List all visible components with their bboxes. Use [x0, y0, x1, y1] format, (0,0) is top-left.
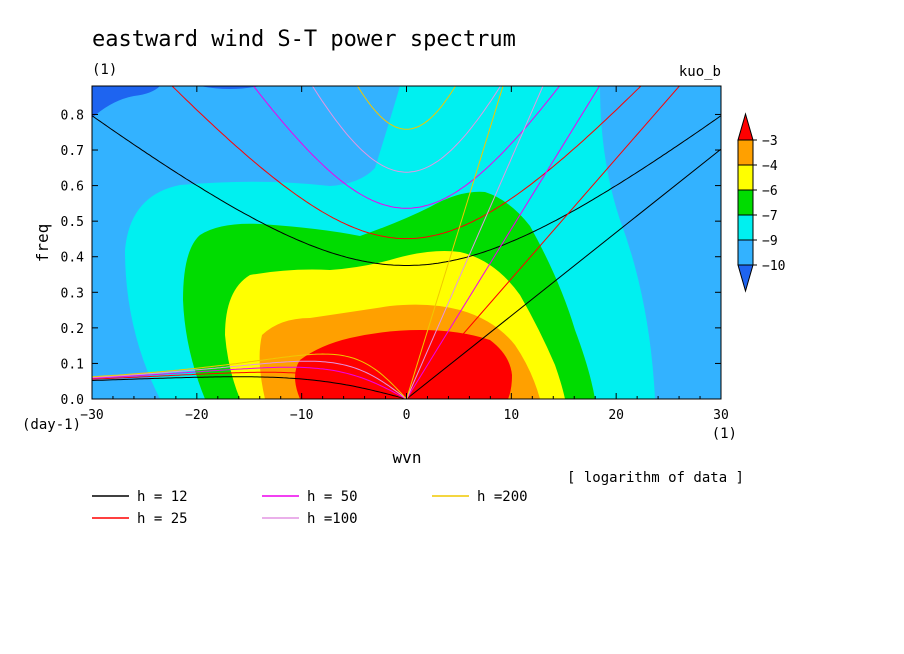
y-tick-label: 0.6: [61, 180, 84, 195]
curve-h50-ig: [252, 86, 561, 209]
y-tick-label: 0.3: [61, 286, 84, 301]
x-tick-label: 0: [403, 408, 411, 423]
chart-title: eastward wind S-T power spectrum: [92, 27, 516, 52]
colorbar-label: −3: [762, 134, 778, 149]
contour-band-8: [295, 330, 512, 399]
colorbar-swatch: [737, 139, 754, 166]
curve-h25-kelvin: [406, 86, 681, 399]
colorbar-swatch: [737, 214, 754, 241]
curve-h12-kelvin: [406, 148, 721, 399]
colorbar-swatch: [737, 164, 754, 191]
legend-label: h = 50: [307, 489, 358, 505]
colorbar-label: −9: [762, 234, 778, 249]
curve-h25-ig: [171, 86, 642, 240]
colorbar-bottom-arrow: [737, 264, 754, 293]
colorbar: −10 −9 −7 −6 −4 −3: [737, 112, 785, 293]
colorbar-label: −4: [762, 159, 778, 174]
y-tick-label: 0.8: [61, 108, 84, 123]
colorbar-swatch: [737, 239, 754, 266]
curve-h25-rossby: [92, 371, 407, 399]
legend-label: h =200: [477, 489, 528, 505]
x-tick-label: −10: [290, 408, 313, 423]
x-tick-label: 10: [504, 408, 520, 423]
y-tick-label: 0.7: [61, 144, 84, 159]
colorbar-top-arrow: [737, 112, 754, 141]
y-tick-label: 0.4: [61, 251, 85, 266]
contour-fill: [92, 86, 721, 399]
legend-label: h =100: [307, 511, 358, 527]
x-tick-label: −30: [80, 408, 103, 423]
contour-band-3: [200, 86, 260, 89]
y-tick-label: 0.5: [61, 215, 84, 230]
curve-h200-rossby: [92, 353, 407, 399]
y-tick-label: 0.0: [61, 393, 84, 408]
colorbar-label: −6: [762, 184, 778, 199]
curve-h12-ig: [92, 115, 721, 266]
plot-area: [92, 86, 721, 399]
legend-label: h = 25: [137, 511, 188, 527]
y-tick-label: 0.2: [61, 322, 84, 337]
y-unit-label: (day-1): [22, 417, 81, 433]
chart-subtitle-right: kuo_b: [679, 64, 721, 80]
x-tick-label: 30: [713, 408, 729, 423]
colorbar-label: −7: [762, 209, 778, 224]
contour-band-2: [92, 86, 160, 118]
x-axis: −30 −20 −10 0 10 20 30: [80, 86, 729, 423]
curve-h100-ig: [311, 86, 502, 173]
colorbar-swatch: [737, 189, 754, 216]
x-tick-label: −20: [185, 408, 208, 423]
curve-h50-rossby: [92, 366, 407, 399]
legend: h = 12 h = 25 h = 50 h =100 h =200: [92, 489, 528, 527]
x-axis-label: wvn: [393, 448, 422, 467]
curve-h12-rossby: [92, 376, 407, 399]
colorbar-label: −10: [762, 259, 785, 274]
x-tick-label: 20: [608, 408, 624, 423]
legend-label: h = 12: [137, 489, 188, 505]
curve-h100-rossby: [92, 360, 407, 399]
curve-h200-ig: [356, 86, 457, 130]
y-tick-label: 0.1: [61, 357, 84, 372]
x-unit-label: (1): [712, 426, 737, 442]
data-note: [ logarithm of data ]: [567, 470, 744, 486]
y-axis-label: freq: [33, 224, 52, 263]
curve-h100-kelvin: [406, 86, 544, 399]
y-axis: 0.0 0.1 0.2 0.3 0.4 0.5 0.6 0.7 0.8: [61, 108, 721, 408]
dispersion-curves: [92, 86, 721, 399]
chart-subtitle-left: (1): [92, 62, 117, 78]
curve-h50-kelvin: [406, 86, 601, 399]
curve-h200-kelvin: [406, 86, 504, 399]
